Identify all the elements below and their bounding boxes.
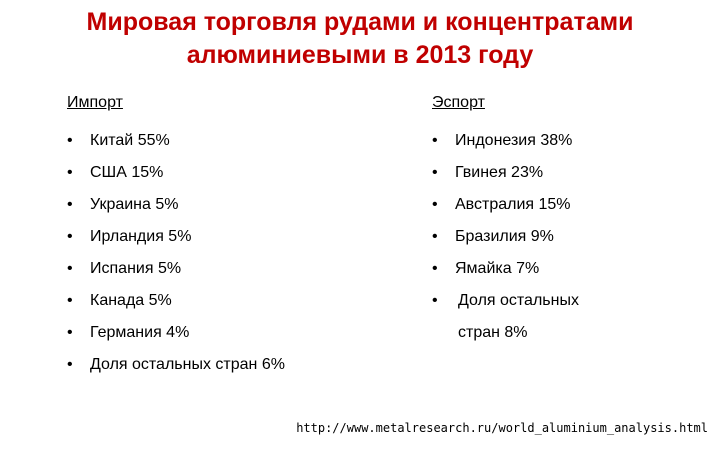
title-line: алюминиевыми в 2013 году [186, 41, 534, 69]
list-item: Доля остальных стран 6% [67, 349, 285, 381]
list-item: Испания 5% [67, 253, 285, 285]
title-line: Мировая торговля рудами и концентратами [86, 8, 634, 36]
item-list: Китай 55%США 15%Украина 5%Ирландия 5%Исп… [67, 125, 285, 381]
list-item: Ирландия 5% [67, 221, 285, 253]
title: Мировая торговля рудами и концентратами … [0, 6, 720, 72]
list-item: Австралия 15% [432, 189, 605, 221]
list-item: Гвинея 23% [432, 157, 605, 189]
source-link: http://www.metalresearch.ru/world_alumin… [296, 421, 708, 435]
list-item: Доля остальных стран 8% [432, 285, 608, 349]
column-heading: Импорт [67, 94, 123, 111]
list-item: США 15% [67, 157, 285, 189]
list-item: Ямайка 7% [432, 253, 605, 285]
column: Импорт Китай 55%США 15%Украина 5%Ирландия… [67, 92, 285, 381]
list-item: Германия 4% [67, 317, 285, 349]
item-list: Индонезия 38%Гвинея 23%Австралия 15%Браз… [432, 125, 608, 349]
list-item: Индонезия 38% [432, 125, 605, 157]
column: Эспорт Индонезия 38%Гвинея 23%Австралия 1… [432, 92, 608, 349]
list-item: Бразилия 9% [432, 221, 605, 253]
column-heading: Эспорт [432, 94, 485, 111]
list-item: Канада 5% [67, 285, 285, 317]
list-item: Украина 5% [67, 189, 285, 221]
list-item: Китай 55% [67, 125, 285, 157]
